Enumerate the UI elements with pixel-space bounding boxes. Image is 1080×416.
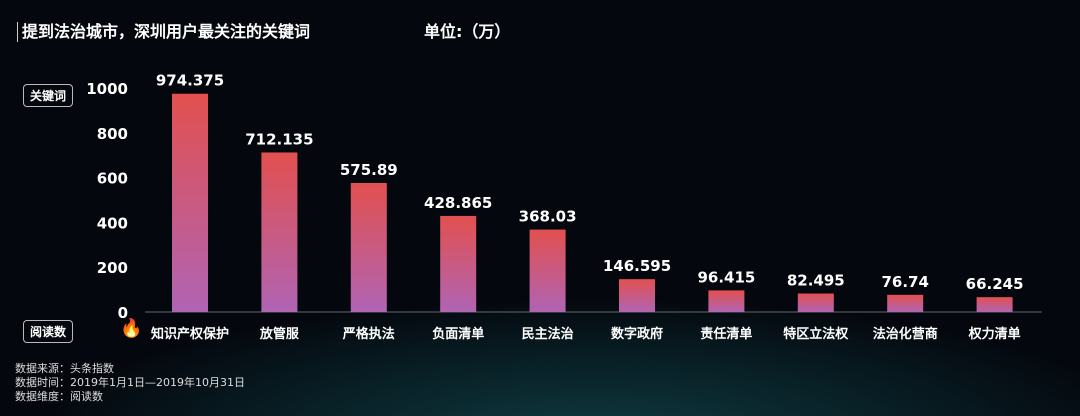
bar: [887, 294, 924, 312]
x-tick-label: 知识产权保护: [151, 326, 229, 342]
x-tick-label: 严格执法: [342, 326, 395, 342]
data-label: 76.74: [881, 273, 928, 291]
data-label: 428.865: [424, 194, 492, 212]
note-dimension: 数据维度：阅读数: [15, 390, 103, 403]
y-tick-label: 200: [97, 259, 128, 277]
note-time: 数据时间：2019年1月1日—2019年10月31日: [15, 376, 245, 389]
bar: [529, 229, 566, 312]
y-tick-label: 1000: [86, 80, 128, 98]
bar: [350, 183, 387, 312]
note-source: 数据来源：头条指数: [15, 362, 114, 375]
data-label: 974.375: [156, 72, 224, 90]
x-tick-label: 民主法治: [522, 326, 574, 342]
bar: [440, 215, 477, 312]
data-label: 96.415: [697, 268, 755, 286]
data-label: 712.135: [245, 130, 313, 148]
data-label: 66.245: [966, 275, 1024, 293]
x-tick-label: 责任清单: [700, 326, 752, 342]
bar: [797, 293, 834, 312]
x-tick-label: 权力清单: [968, 326, 1021, 342]
y-tick-label: 400: [97, 214, 128, 232]
data-label: 368.03: [519, 208, 577, 226]
chart-title: 提到法治城市，深圳用户最关注的关键词: [17, 22, 310, 42]
bar: [619, 279, 655, 312]
bar: [261, 152, 298, 312]
keyword-tag: 关键词: [23, 84, 74, 107]
x-tick-label: 放管服: [259, 326, 300, 342]
x-tick-label: 法治化营商: [873, 326, 938, 342]
data-label: 575.89: [340, 161, 398, 179]
data-label: 146.595: [603, 257, 671, 275]
y-tick-label: 600: [97, 170, 128, 188]
bar: [708, 290, 745, 312]
unit-label: 单位:（万）: [424, 22, 511, 41]
fire-icon: 🔥: [120, 318, 143, 339]
x-tick-label: 数字政府: [611, 326, 663, 342]
data-label: 82.495: [787, 272, 845, 290]
y-tick-label: 800: [97, 125, 128, 143]
reads-tag: 阅读数: [23, 320, 74, 343]
x-tick-label: 特区立法权: [783, 326, 849, 342]
bar: [172, 93, 208, 313]
y-tick-label: 0: [118, 304, 128, 322]
bar: [976, 297, 1013, 312]
x-tick-label: 负面清单: [432, 326, 484, 342]
